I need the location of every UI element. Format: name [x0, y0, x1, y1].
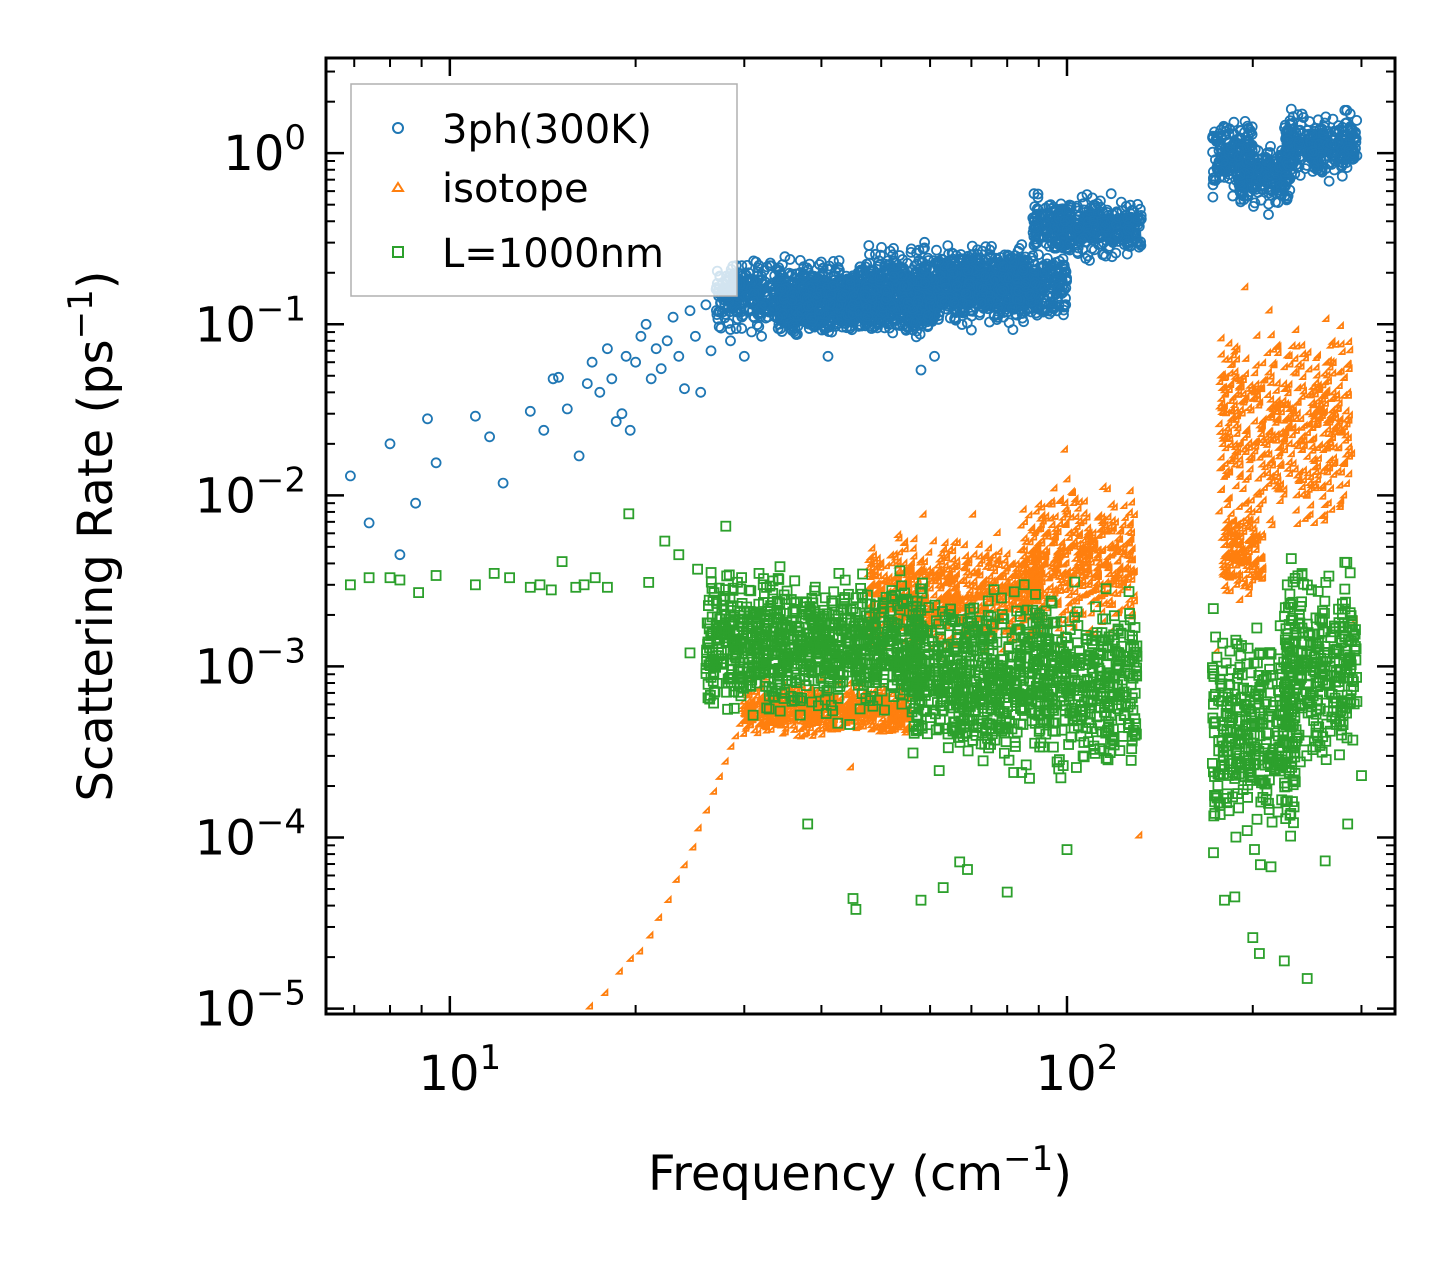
data-point: [836, 296, 847, 308]
data-point: [750, 256, 762, 268]
data-point: [746, 326, 757, 338]
data-point: [910, 331, 922, 343]
data-point: [736, 322, 748, 334]
data-point: [813, 304, 825, 316]
data-point: [784, 253, 796, 265]
data-point: [775, 284, 787, 296]
data-point: [753, 321, 765, 333]
data-point: [792, 328, 803, 340]
data-point: [779, 251, 791, 263]
data-point: [778, 289, 789, 301]
data-point: [815, 285, 826, 297]
data-point: [782, 306, 794, 318]
data-point: [825, 298, 836, 310]
data-point: [743, 273, 755, 285]
series-3ph: [344, 103, 1363, 561]
data-point: [833, 255, 845, 267]
data-point: [845, 278, 856, 290]
data-point: [797, 271, 809, 283]
data-point: [785, 270, 797, 282]
data-point: [802, 300, 814, 312]
data-point: [805, 312, 817, 323]
data-point: [814, 259, 825, 270]
data-point: [798, 286, 810, 298]
data-point: [827, 280, 839, 292]
data-point: [828, 255, 839, 267]
data-point: [823, 326, 834, 338]
data-point: [713, 321, 725, 333]
data-point: [862, 317, 874, 329]
data-point: [827, 313, 839, 324]
data-point: [796, 305, 807, 317]
data-point: [916, 315, 927, 327]
data-point: [720, 308, 731, 320]
data-point: [794, 254, 806, 266]
data-point: [730, 305, 742, 317]
data-marks: [344, 103, 1367, 1010]
data-point: [856, 320, 867, 332]
data-point: [811, 291, 823, 303]
data-point: [769, 270, 781, 282]
data-point: [833, 267, 845, 279]
data-point: [790, 305, 801, 317]
data-point: [836, 291, 848, 303]
data-point: [778, 293, 790, 305]
data-point: [797, 268, 809, 279]
data-point: [755, 310, 766, 322]
data-point: [808, 271, 820, 283]
